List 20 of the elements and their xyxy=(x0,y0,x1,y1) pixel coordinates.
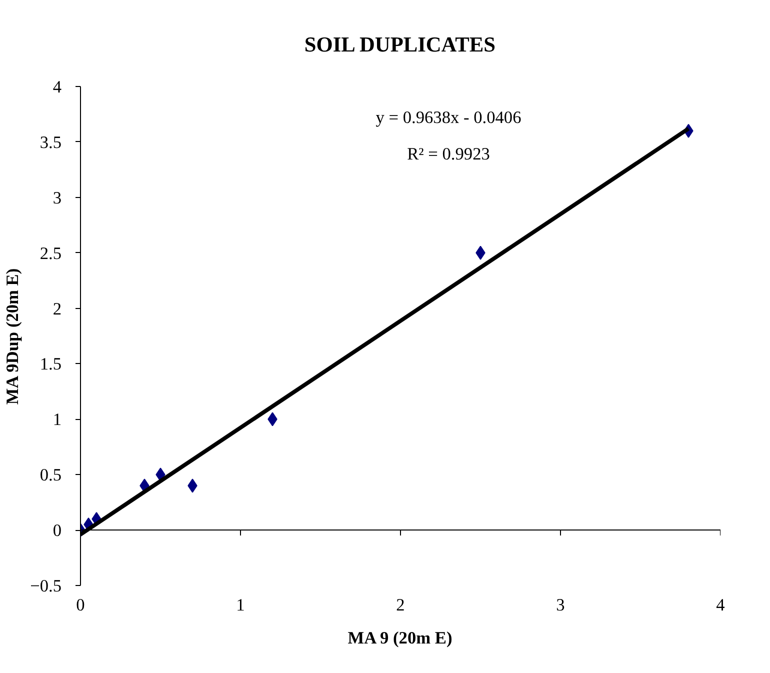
y-tick-label: 3 xyxy=(52,188,62,208)
x-axis-title: MA 9 (20m E) xyxy=(348,628,452,648)
y-axis-title: MA 9Dup (20m E) xyxy=(3,268,22,405)
y-tick-label: 1.5 xyxy=(40,354,62,374)
x-tick-label: 3 xyxy=(556,596,565,614)
y-tick-label: 2 xyxy=(52,299,62,318)
y-tick-label: 1 xyxy=(52,410,62,430)
y-tick-label: 4 xyxy=(52,78,62,96)
x-tick-label: 4 xyxy=(716,596,726,614)
annotation: y = 0.9638x - 0.0406 xyxy=(376,108,522,128)
y-tick-label: 3.5 xyxy=(40,132,62,152)
y-tick-label: 0 xyxy=(52,521,62,540)
y-tick-label: 2.5 xyxy=(40,244,62,263)
chart-title: SOIL DUPLICATES xyxy=(304,32,496,56)
annotation: R² = 0.9923 xyxy=(407,144,490,164)
x-tick-label: 0 xyxy=(76,596,85,614)
x-tick-label: 2 xyxy=(396,596,405,614)
x-tick-label: 1 xyxy=(236,596,245,614)
y-tick-label: −0.5 xyxy=(30,576,62,596)
y-tick-label: 0.5 xyxy=(40,466,62,485)
